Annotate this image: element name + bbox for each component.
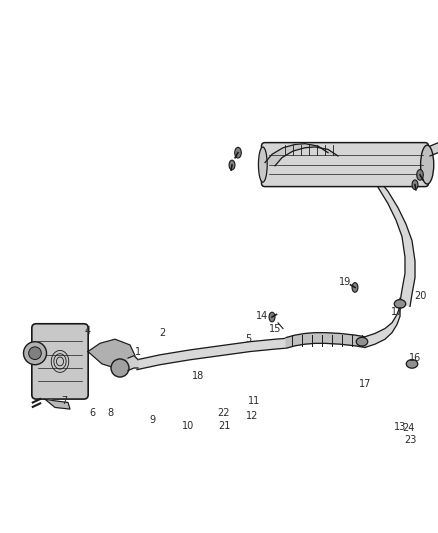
Ellipse shape [235, 147, 241, 158]
Text: 17: 17 [359, 379, 371, 390]
Text: 5: 5 [245, 334, 251, 344]
Polygon shape [365, 298, 400, 348]
Text: 22: 22 [218, 408, 230, 418]
Text: 15: 15 [269, 325, 281, 334]
Ellipse shape [356, 337, 368, 346]
Text: 23: 23 [404, 435, 416, 445]
FancyBboxPatch shape [261, 143, 428, 187]
FancyBboxPatch shape [32, 324, 88, 399]
Ellipse shape [229, 160, 235, 170]
Ellipse shape [406, 360, 418, 368]
Polygon shape [88, 339, 135, 368]
Text: 14: 14 [256, 311, 268, 321]
Text: 1: 1 [135, 346, 141, 357]
Text: 24: 24 [402, 423, 414, 433]
Text: 18: 18 [192, 371, 204, 381]
Polygon shape [137, 338, 285, 369]
Text: 6: 6 [89, 408, 95, 418]
Ellipse shape [420, 145, 434, 184]
Text: 11: 11 [248, 396, 260, 406]
Ellipse shape [352, 282, 358, 292]
Polygon shape [430, 136, 438, 163]
Circle shape [28, 347, 41, 360]
Text: 8: 8 [107, 408, 113, 418]
Ellipse shape [269, 312, 275, 322]
Circle shape [24, 342, 46, 365]
Text: 4: 4 [85, 326, 91, 336]
Text: 16: 16 [409, 353, 421, 363]
Text: 20: 20 [414, 292, 426, 302]
Text: 21: 21 [218, 421, 230, 431]
Polygon shape [328, 152, 415, 306]
Ellipse shape [258, 147, 267, 182]
Text: 17: 17 [391, 307, 403, 317]
Text: 9: 9 [149, 415, 155, 425]
Polygon shape [45, 399, 70, 409]
Text: 7: 7 [61, 396, 67, 406]
Text: 12: 12 [246, 410, 258, 421]
Polygon shape [286, 333, 365, 348]
Ellipse shape [417, 169, 423, 180]
Ellipse shape [111, 359, 129, 377]
Polygon shape [265, 144, 338, 166]
Ellipse shape [394, 300, 406, 308]
Text: 2: 2 [159, 328, 165, 337]
Text: 10: 10 [182, 421, 194, 431]
Text: 19: 19 [339, 277, 351, 287]
Ellipse shape [412, 180, 418, 190]
Text: 13: 13 [394, 422, 406, 432]
Polygon shape [128, 356, 138, 370]
